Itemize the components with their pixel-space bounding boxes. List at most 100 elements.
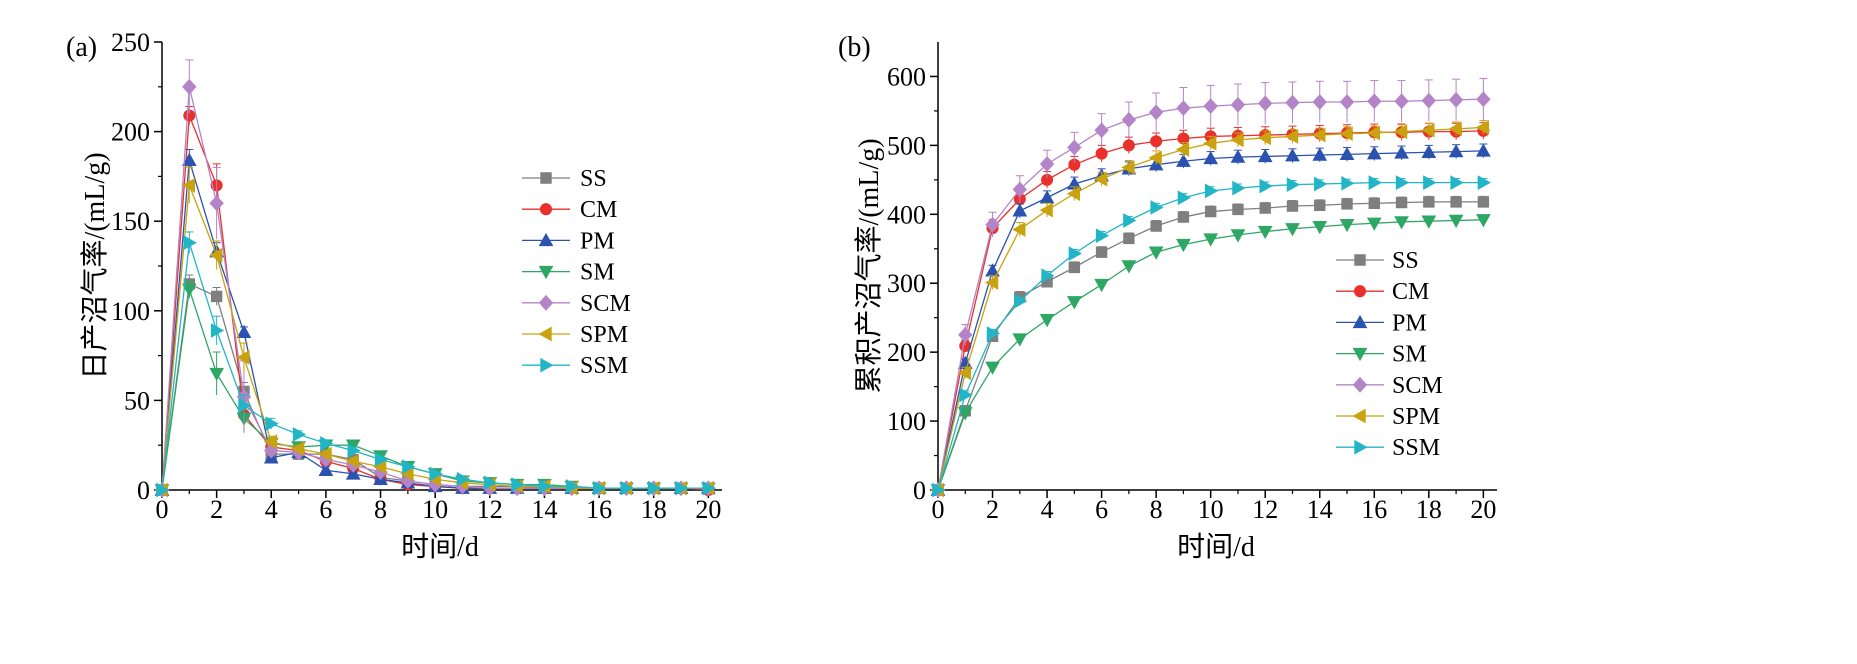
data-point [1368, 197, 1380, 209]
data-point [236, 350, 250, 365]
data-point [1123, 213, 1137, 228]
panel-label: (a) [66, 32, 97, 63]
data-point [1039, 190, 1055, 204]
data-point [1450, 196, 1462, 208]
y-axis-title: 日产沼气率/(mL/g) [79, 152, 111, 379]
legend: SS CM PM SM SCM SPM SSM [1336, 248, 1443, 461]
legend-marker [1354, 439, 1368, 455]
data-point [1230, 96, 1246, 113]
data-point [1095, 246, 1108, 258]
x-tick-label: 0 [156, 495, 169, 524]
data-point [1450, 175, 1464, 190]
data-point [1150, 220, 1162, 232]
legend-marker [538, 232, 554, 247]
data-point [1148, 104, 1164, 121]
data-point [1203, 233, 1219, 247]
data-point [1477, 196, 1490, 208]
data-point [1012, 181, 1027, 198]
data-point [1476, 143, 1491, 157]
data-point [566, 479, 580, 494]
legend-item: SPM [1336, 404, 1440, 430]
legend-label: SM [1392, 342, 1427, 368]
x-tick-label: 10 [1198, 495, 1224, 524]
data-point [1039, 202, 1053, 218]
legend-label: SS [580, 166, 607, 192]
legend-marker [1352, 314, 1368, 329]
data-point [1204, 183, 1219, 199]
data-point [1394, 93, 1409, 110]
legend-label: SCM [1392, 373, 1443, 399]
data-point [1395, 196, 1408, 209]
data-point [1312, 221, 1328, 235]
legend-label: PM [1392, 310, 1427, 336]
legend-item: PM [522, 228, 615, 254]
data-point [1041, 268, 1055, 283]
data-point [265, 416, 279, 432]
legend-item: SM [522, 260, 615, 286]
data-point [1012, 333, 1028, 347]
data-point [985, 216, 1000, 233]
data-point [1177, 190, 1191, 206]
legend-marker [1352, 376, 1368, 393]
data-point [511, 477, 525, 492]
x-tick-label: 16 [1361, 495, 1387, 524]
x-tick-label: 2 [986, 495, 999, 524]
data-point [1257, 130, 1271, 146]
legend-marker [1354, 254, 1366, 266]
data-point [1094, 122, 1109, 139]
data-point [1339, 126, 1353, 142]
data-point [1421, 215, 1437, 229]
data-point [1203, 98, 1218, 114]
x-tick-label: 12 [477, 495, 503, 524]
data-point [1259, 178, 1273, 194]
x-axis-title: 时间/d [1177, 531, 1255, 563]
legend: SS CM PM SM SCM SPM SSM [522, 166, 631, 379]
data-point [456, 471, 471, 487]
legend-item: SS [522, 166, 607, 192]
data-point [1067, 139, 1082, 156]
legend-item: SCM [522, 291, 631, 317]
data-point [1286, 177, 1301, 193]
x-tick-label: 20 [1470, 495, 1496, 524]
data-point [1176, 238, 1191, 253]
series-spm [154, 166, 715, 498]
data-point [1312, 94, 1327, 110]
legend-marker [540, 357, 554, 373]
data-point [1148, 150, 1162, 166]
legend-label: SSM [1392, 435, 1440, 461]
data-point [1068, 261, 1081, 274]
y-tick-label: 100 [111, 297, 150, 326]
data-point [1121, 160, 1135, 175]
data-point [1421, 92, 1437, 109]
y-tick-label: 250 [111, 28, 150, 57]
data-point [1339, 146, 1355, 161]
data-point [593, 480, 607, 496]
data-point [1176, 153, 1191, 167]
data-point [1230, 229, 1246, 243]
data-point [1284, 129, 1299, 144]
data-point [238, 398, 252, 414]
data-point [1095, 147, 1108, 160]
data-point [318, 462, 334, 476]
data-point [1476, 214, 1491, 228]
data-point [648, 480, 662, 496]
data-point [1421, 144, 1437, 158]
series-scm [930, 78, 1491, 498]
legend-marker [1353, 285, 1367, 298]
data-point [1421, 122, 1435, 138]
legend-label: SSM [580, 353, 628, 379]
data-point [1068, 246, 1082, 261]
legend-label: SS [1392, 248, 1419, 274]
data-point [1259, 202, 1271, 214]
y-tick-label: 400 [887, 200, 926, 229]
data-point [345, 466, 361, 480]
data-point [210, 290, 223, 303]
data-point [1394, 124, 1408, 139]
data-point [1339, 94, 1355, 110]
data-point [1039, 156, 1055, 172]
data-point [1012, 222, 1026, 237]
x-tick-label: 18 [1416, 495, 1442, 524]
data-point [1175, 142, 1190, 157]
y-axis-title: 累积产沼气率/(mL/g) [853, 138, 885, 393]
data-point [181, 178, 196, 193]
